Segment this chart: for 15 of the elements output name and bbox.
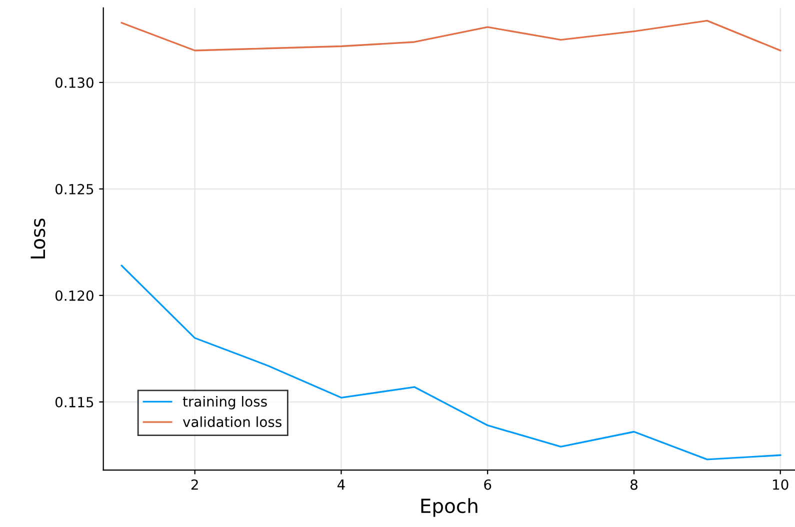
line-series <box>120 264 782 460</box>
x-tick-label: 6 <box>484 479 492 490</box>
y-tick-label: 0.115 <box>55 396 94 408</box>
y-tick-label: 0.130 <box>55 77 94 88</box>
x-tick-label: 2 <box>191 479 198 490</box>
y-tick-label: 0.125 <box>55 184 94 194</box>
legend-label: training loss <box>182 396 267 410</box>
line-series <box>120 20 782 52</box>
legend-label: validation loss <box>182 416 282 428</box>
x-axis-title: Epoch <box>421 498 478 517</box>
x-tick-label: 10 <box>773 479 788 490</box>
x-tick-label: 4 <box>337 480 345 490</box>
x-tick-label: 8 <box>630 479 638 490</box>
y-axis-title: Loss <box>30 218 46 258</box>
y-tick-label: 0.120 <box>55 290 94 301</box>
